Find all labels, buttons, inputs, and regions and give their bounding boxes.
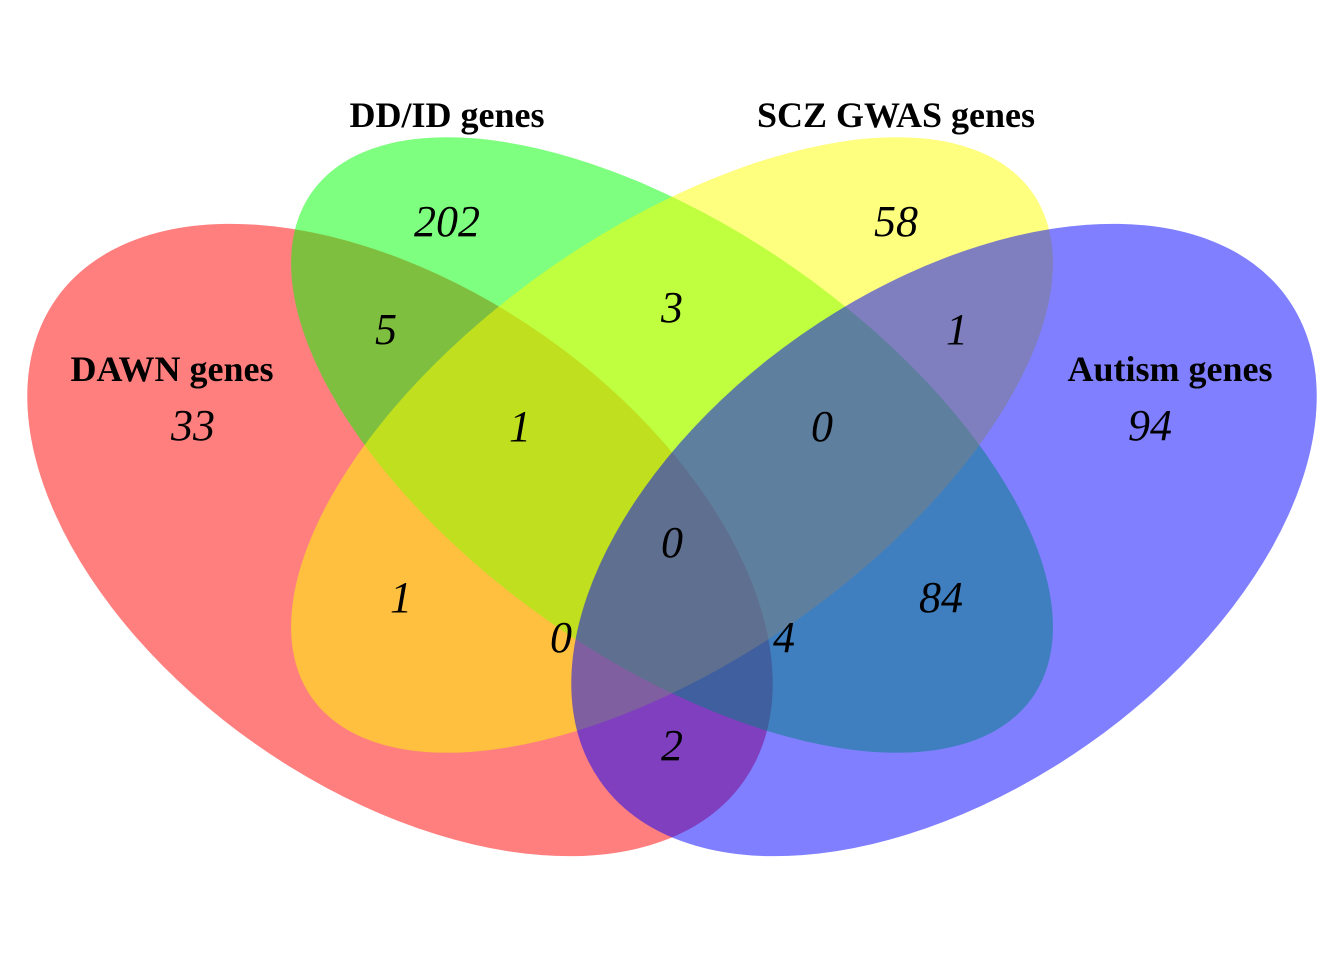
count-scz-only: 58 — [874, 197, 918, 246]
set-labels: DAWN genes DD/ID genes SCZ GWAS genes Autis… — [71, 95, 1273, 389]
count-ddid-autism: 84 — [919, 573, 963, 622]
ellipse-autism — [571, 223, 1317, 857]
count-dawn-ddid: 5 — [375, 305, 397, 354]
count-dawn-scz-autism: 0 — [550, 613, 572, 662]
ellipse-scz — [291, 137, 1053, 753]
count-dawn-ddid-autism: 4 — [773, 613, 795, 662]
set-label-ddid: DD/ID genes — [350, 95, 545, 135]
count-scz-autism: 1 — [946, 305, 968, 354]
count-dawn-ddid-scz: 1 — [509, 402, 531, 451]
count-dawn-autism: 2 — [661, 721, 683, 770]
region-counts: 33 202 58 94 5 3 1 1 0 0 1 84 0 4 2 — [170, 197, 1172, 770]
count-ddid-scz-autism: 0 — [811, 402, 833, 451]
set-label-autism: Autism genes — [1068, 349, 1273, 389]
set-label-dawn: DAWN genes — [71, 349, 274, 389]
count-dawn-scz: 1 — [390, 573, 412, 622]
count-ddid-only: 202 — [414, 197, 480, 246]
count-autism-only: 94 — [1128, 401, 1172, 450]
set-ellipses — [27, 137, 1317, 857]
count-ddid-scz: 3 — [660, 283, 683, 332]
set-label-scz: SCZ GWAS genes — [757, 95, 1035, 135]
count-dawn-only: 33 — [170, 401, 215, 450]
count-all-four: 0 — [661, 518, 683, 567]
